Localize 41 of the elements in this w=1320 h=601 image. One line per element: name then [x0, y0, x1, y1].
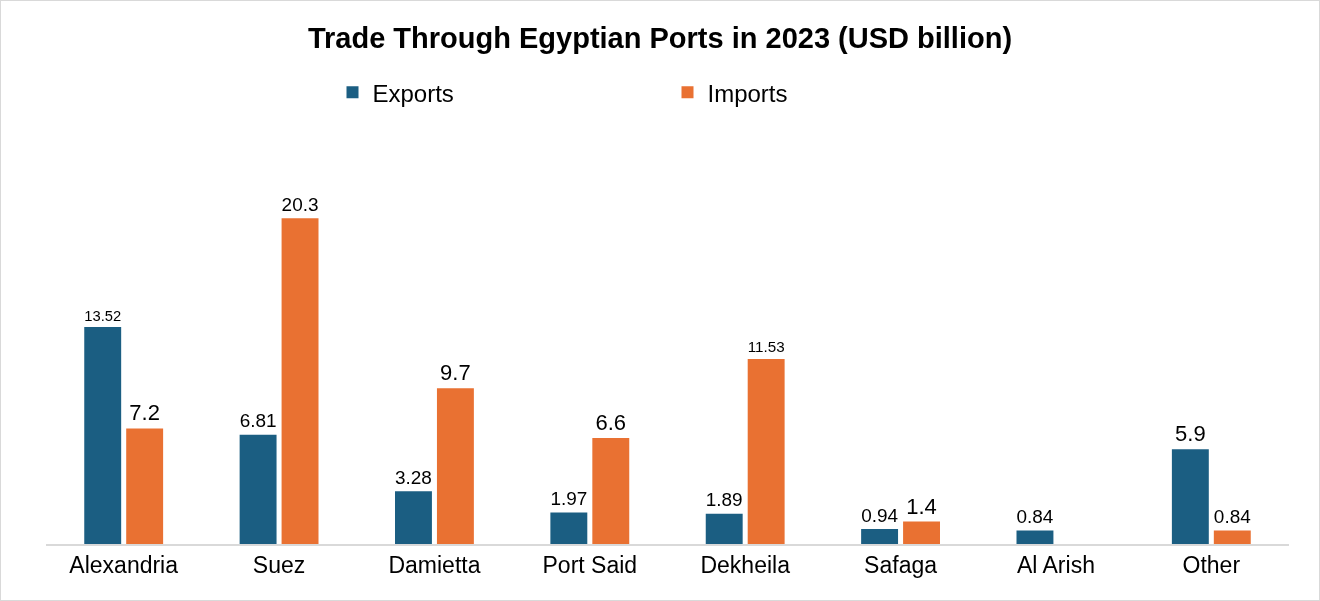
- bar: [239, 434, 277, 544]
- x-tick-label: Other: [1182, 552, 1241, 579]
- x-tick-label: Port Said: [542, 552, 638, 579]
- data-label: 20.3: [281, 193, 319, 215]
- data-label: 11.53: [747, 338, 785, 356]
- x-tick-label: Dekheila: [700, 552, 791, 579]
- bar: [1016, 530, 1054, 544]
- bar: [395, 491, 432, 544]
- bar: [861, 528, 899, 544]
- x-tick-label: Alexandria: [69, 552, 179, 579]
- x-tick-label: Safaga: [864, 552, 938, 579]
- data-label: 1.89: [705, 489, 743, 511]
- bar: [903, 521, 940, 544]
- data-label: 1.97: [550, 488, 588, 510]
- chart-title: Trade Through Egyptian Ports in 2023 (USD billion): [307, 22, 1013, 55]
- bar: [436, 388, 474, 544]
- data-label: 0.94: [861, 504, 899, 526]
- bar: [126, 428, 164, 544]
- x-tick-label: Al Arish: [1016, 552, 1095, 579]
- data-label: 9.7: [440, 360, 471, 386]
- x-tick-label: Suez: [252, 552, 306, 579]
- bar: [281, 218, 319, 544]
- bar: [1171, 449, 1209, 544]
- data-label: 0.84: [1016, 506, 1054, 528]
- legend-label: Imports: [707, 79, 788, 107]
- bar: [747, 358, 785, 544]
- x-tick-label: Damietta: [388, 552, 481, 579]
- bar: [1213, 530, 1251, 544]
- data-label: 6.6: [595, 410, 627, 436]
- bar: [705, 513, 743, 544]
- data-label: 0.84: [1213, 506, 1251, 528]
- data-label: 13.52: [84, 307, 122, 324]
- data-label: 1.4: [906, 493, 937, 519]
- data-label: 3.28: [395, 467, 432, 489]
- bar: [84, 326, 122, 544]
- data-label: 7.2: [129, 400, 160, 426]
- bar: [550, 512, 588, 544]
- legend-label: Exports: [372, 79, 454, 107]
- bar: [592, 438, 630, 544]
- data-label: 6.81: [239, 410, 277, 432]
- data-label: 5.9: [1175, 421, 1206, 447]
